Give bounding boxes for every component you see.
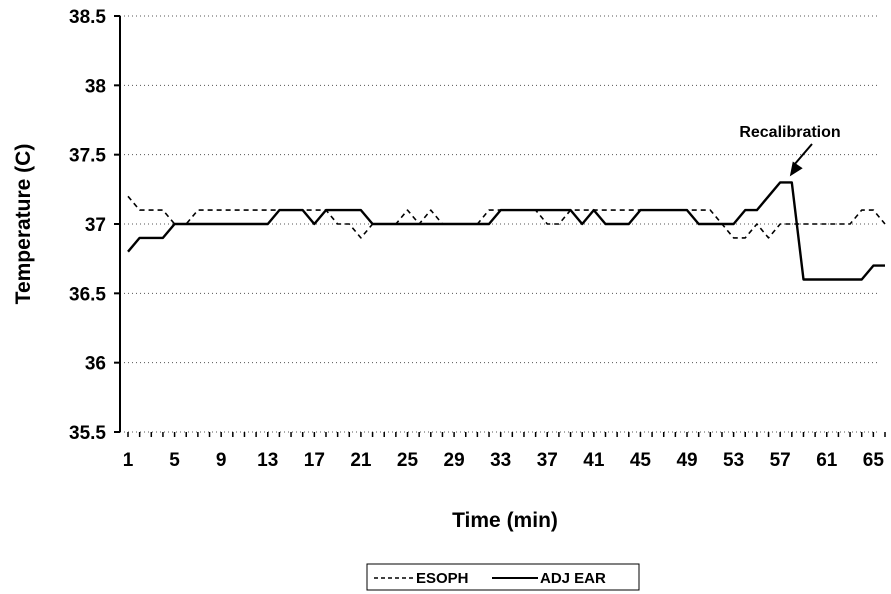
- x-tick-label: 33: [490, 450, 511, 471]
- y-tick-labels: 35.5 36 36.5 37 37.5 38 38.5: [69, 7, 106, 444]
- legend: ESOPH ADJ EAR: [366, 563, 640, 591]
- x-tick-label: 65: [863, 450, 885, 471]
- y-tick-label: 36: [85, 354, 106, 375]
- series-line-esoph: [127, 195, 886, 239]
- series-lines: [127, 181, 886, 281]
- x-tick-label: 25: [397, 450, 419, 471]
- x-tick-label: 41: [583, 450, 605, 471]
- x-axis-title: Time (min): [452, 509, 558, 532]
- series-line-adj-ear: [127, 181, 885, 281]
- x-tick-label: 49: [676, 450, 697, 471]
- annotation-label: Recalibration: [739, 124, 840, 141]
- y-tick-label: 37: [85, 215, 106, 236]
- y-tick-label: 37.5: [69, 146, 106, 167]
- x-tick-label: 57: [770, 450, 791, 471]
- x-tick-label: 21: [350, 450, 372, 471]
- x-tick-label: 1: [123, 450, 134, 471]
- x-tick-labels: 1 5 9 13 17 21 25 29 33 37 41 45 49 53 57 61 65: [123, 450, 885, 471]
- y-tick-label: 36.5: [69, 284, 106, 305]
- tick-marks: [114, 15, 886, 437]
- x-tick-label: 9: [216, 450, 227, 471]
- x-tick-label: 61: [816, 450, 838, 471]
- x-tick-label: 53: [723, 450, 744, 471]
- y-tick-label: 38: [85, 76, 106, 97]
- y-axis-title: Temperature (C): [12, 144, 35, 305]
- x-tick-label: 5: [169, 450, 180, 471]
- recalibration-annotation: Recalibration: [739, 124, 841, 177]
- annotation-arrow-head: [789, 161, 803, 177]
- annotation-arrow-line: [792, 143, 813, 168]
- x-tick-label: 29: [444, 450, 465, 471]
- y-tick-label: 38.5: [69, 7, 106, 28]
- legend-box: [366, 563, 640, 591]
- x-tick-label: 37: [537, 450, 558, 471]
- x-tick-label: 17: [304, 450, 325, 471]
- x-tick-label: 45: [630, 450, 652, 471]
- x-tick-label: 13: [257, 450, 278, 471]
- legend-label-adj-ear: ADJ EAR: [540, 570, 606, 587]
- legend-label-esoph: ESOPH: [416, 570, 469, 587]
- y-tick-label: 35.5: [69, 423, 106, 444]
